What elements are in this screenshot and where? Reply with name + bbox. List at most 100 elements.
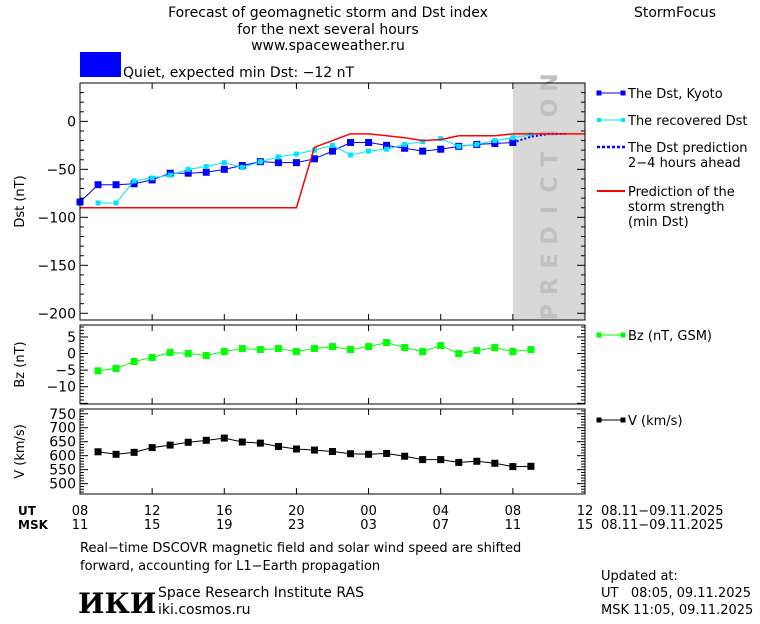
data-point xyxy=(509,348,517,356)
updated-label: Updated at: xyxy=(601,569,678,584)
data-point xyxy=(221,160,227,166)
data-point xyxy=(130,448,138,456)
ut-tick-label: 00 xyxy=(360,504,377,519)
data-point xyxy=(527,346,535,354)
msk-tick-label: 23 xyxy=(288,518,305,533)
data-point xyxy=(509,463,517,471)
y-tick-label: −100 xyxy=(38,210,76,226)
legend-marker xyxy=(597,118,601,122)
y-tick-label: −150 xyxy=(38,258,76,274)
data-point xyxy=(492,138,498,144)
data-point xyxy=(274,442,282,450)
data-point xyxy=(148,444,156,452)
data-point xyxy=(256,346,264,354)
title-line-1: Forecast of geomagnetic storm and Dst in… xyxy=(168,5,488,21)
data-point xyxy=(274,159,282,167)
data-point xyxy=(510,135,516,141)
msk-tick-label: 19 xyxy=(216,518,233,533)
data-point xyxy=(148,354,156,362)
legend-marker xyxy=(620,417,626,423)
prediction-region xyxy=(512,83,585,320)
data-point xyxy=(383,339,391,347)
msk-tick-label: 11 xyxy=(72,518,89,533)
ut-tick-label: 08 xyxy=(72,504,89,519)
data-point xyxy=(528,132,534,138)
data-point xyxy=(473,347,481,355)
data-point xyxy=(347,138,355,146)
data-point xyxy=(94,367,102,375)
title-line-2: for the next several hours xyxy=(237,22,418,38)
prediction-label-letter: C xyxy=(538,176,563,192)
legend-label: V (km/s) xyxy=(628,414,683,429)
data-point xyxy=(257,159,263,165)
data-point xyxy=(292,348,300,356)
data-point xyxy=(94,181,102,189)
legend-item: The Dst, Kyoto xyxy=(596,87,723,102)
iki-logo: ИКИ xyxy=(78,587,156,620)
data-point xyxy=(419,147,427,155)
note-line-1: Real−time DSCOVR magnetic field and sola… xyxy=(80,541,521,556)
prediction-label-letter: O xyxy=(538,99,563,118)
status-text: Quiet, expected min Dst: −12 nT xyxy=(123,65,355,81)
legend-marker xyxy=(620,332,626,338)
status-color-swatch xyxy=(80,52,121,77)
ut-tick-label: 08 xyxy=(505,504,522,519)
data-point xyxy=(366,148,372,154)
msk-tick-label: 07 xyxy=(432,518,449,533)
legend-marker xyxy=(596,90,602,96)
prediction-label-letter: I xyxy=(538,206,563,214)
data-point xyxy=(220,434,228,442)
prediction-label-letter: T xyxy=(538,151,563,166)
data-point xyxy=(348,152,354,158)
updated-ut: UT 08:05, 09.11.2025 xyxy=(601,586,751,601)
data-point xyxy=(275,154,281,160)
legend-marker xyxy=(596,332,602,338)
msk-tick-label: 11 xyxy=(505,518,522,533)
data-point xyxy=(456,143,462,149)
data-point xyxy=(383,141,391,149)
data-point xyxy=(310,155,318,163)
data-point xyxy=(293,151,299,157)
data-point xyxy=(112,181,120,189)
legend-marker xyxy=(621,118,625,122)
data-point xyxy=(419,456,427,464)
y-tick-label: 0 xyxy=(67,114,76,130)
msk-axis-label: MSK xyxy=(18,518,49,532)
prediction-label-letter: P xyxy=(538,304,563,320)
y-axis-label: V (km/s) xyxy=(13,424,28,479)
msk-tick-label: 15 xyxy=(577,518,594,533)
data-point xyxy=(438,136,444,142)
data-point xyxy=(238,438,246,446)
plot-frame xyxy=(79,324,586,405)
data-point xyxy=(437,456,445,464)
data-point xyxy=(491,139,499,147)
data-point xyxy=(256,439,264,447)
y-tick-label: 600 xyxy=(49,449,76,465)
y-tick-label: −200 xyxy=(38,306,76,322)
data-point xyxy=(347,450,355,458)
data-point xyxy=(130,358,138,366)
data-point xyxy=(402,141,408,147)
y-tick-label: 0 xyxy=(67,347,76,363)
title-line-3: www.spaceweather.ru xyxy=(251,38,405,54)
data-point xyxy=(95,200,101,206)
institute-site[interactable]: iki.cosmos.ru xyxy=(158,602,250,618)
data-point xyxy=(149,175,155,181)
legend-label: The Dst prediction xyxy=(627,141,748,156)
series-line xyxy=(98,134,531,204)
data-point xyxy=(130,180,138,188)
data-point xyxy=(329,147,336,155)
y-tick-label: −5 xyxy=(55,363,76,379)
data-point xyxy=(365,343,373,351)
legend-label: (min Dst) xyxy=(628,215,689,230)
data-point xyxy=(184,438,192,446)
data-point xyxy=(311,147,317,153)
y-axis-label: Dst (nT) xyxy=(13,175,28,227)
data-point xyxy=(185,166,191,172)
data-point xyxy=(202,436,210,444)
ut-tick-label: 16 xyxy=(216,504,233,519)
series-line xyxy=(512,132,567,144)
data-point xyxy=(473,457,481,465)
data-point xyxy=(220,165,228,173)
